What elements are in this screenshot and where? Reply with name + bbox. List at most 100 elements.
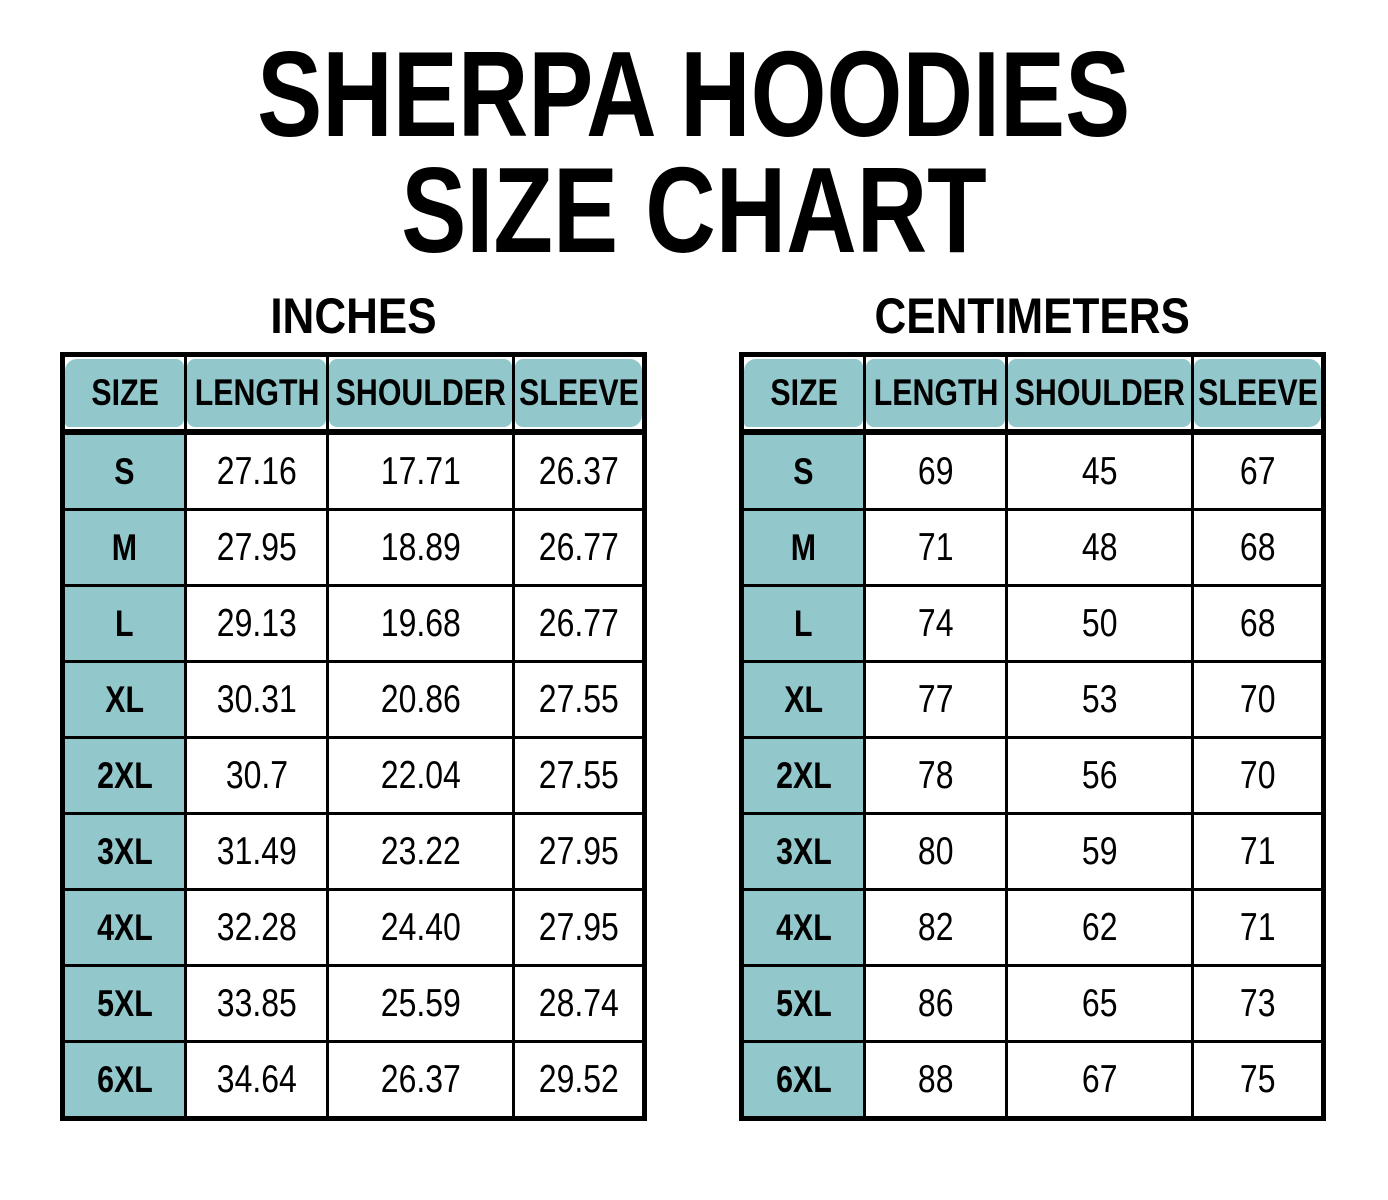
column-header-size: SIZE <box>60 353 188 435</box>
size-cell: S <box>739 430 867 511</box>
value-cell: 32.28 <box>184 888 329 967</box>
column-header-length: LENGTH <box>184 353 329 435</box>
value-cell: 88 <box>863 1040 1008 1120</box>
title-line-1: SHERPA HOODIES <box>20 26 1368 162</box>
value-cell: 48 <box>1004 508 1195 587</box>
column-header-shoulder: SHOULDER <box>325 353 516 435</box>
value-cell: 45 <box>1004 430 1195 511</box>
value-cell: 19.68 <box>325 584 516 663</box>
table-row: 6XL 34.64 26.37 29.52 <box>60 1040 646 1120</box>
value-cell: 50 <box>1004 584 1195 663</box>
size-cell: M <box>60 508 188 587</box>
size-cell: 5XL <box>739 964 867 1043</box>
inches-section: INCHES SIZE LENGTH SHOULDER SLEEVE S 27.16 17.… <box>60 290 647 1121</box>
value-cell: 67 <box>1191 430 1325 511</box>
value-cell: 68 <box>1191 584 1325 663</box>
inches-label-text: INCHES <box>270 288 437 344</box>
value-cell: 28.74 <box>512 964 646 1043</box>
value-cell: 30.7 <box>184 736 329 815</box>
table-row: 2XL 78 56 70 <box>739 736 1325 815</box>
table-row: L 29.13 19.68 26.77 <box>60 584 646 663</box>
value-cell: 82 <box>863 888 1008 967</box>
value-cell: 65 <box>1004 964 1195 1043</box>
centimeters-size-table: SIZE LENGTH SHOULDER SLEEVE S 69 45 67 M 71 48 68 L 7… <box>739 352 1326 1121</box>
table-row: S 27.16 17.71 26.37 <box>60 430 646 511</box>
value-cell: 24.40 <box>325 888 516 967</box>
value-cell: 26.37 <box>512 430 646 511</box>
value-cell: 27.95 <box>512 812 646 891</box>
value-cell: 62 <box>1004 888 1195 967</box>
table-row: M 27.95 18.89 26.77 <box>60 508 646 587</box>
page-title: SHERPA HOODIES SIZE CHART <box>20 26 1368 278</box>
table-row: XL 77 53 70 <box>739 660 1325 739</box>
value-cell: 30.31 <box>184 660 329 739</box>
title-line-2-text: SIZE CHART <box>401 142 987 278</box>
value-cell: 18.89 <box>325 508 516 587</box>
size-cell: M <box>739 508 867 587</box>
value-cell: 70 <box>1191 660 1325 739</box>
header-row: SIZE LENGTH SHOULDER SLEEVE <box>60 353 646 435</box>
value-cell: 26.37 <box>325 1040 516 1120</box>
value-cell: 29.52 <box>512 1040 646 1120</box>
column-header-sleeve: SLEEVE <box>1191 353 1325 435</box>
table-row: 5XL 33.85 25.59 28.74 <box>60 964 646 1043</box>
value-cell: 71 <box>863 508 1008 587</box>
value-cell: 71 <box>1191 812 1325 891</box>
table-row: 3XL 31.49 23.22 27.95 <box>60 812 646 891</box>
table-row: M 71 48 68 <box>739 508 1325 587</box>
size-cell: 6XL <box>739 1040 867 1120</box>
value-cell: 86 <box>863 964 1008 1043</box>
value-cell: 27.95 <box>512 888 646 967</box>
column-header-sleeve: SLEEVE <box>512 353 646 435</box>
value-cell: 25.59 <box>325 964 516 1043</box>
table-row: 3XL 80 59 71 <box>739 812 1325 891</box>
header-row: SIZE LENGTH SHOULDER SLEEVE <box>739 353 1325 435</box>
size-cell: L <box>60 584 188 663</box>
table-row: S 69 45 67 <box>739 430 1325 511</box>
size-cell: 3XL <box>60 812 188 891</box>
value-cell: 27.55 <box>512 736 646 815</box>
value-cell: 56 <box>1004 736 1195 815</box>
value-cell: 27.55 <box>512 660 646 739</box>
size-cell: XL <box>739 660 867 739</box>
size-cell: 6XL <box>60 1040 188 1120</box>
value-cell: 23.22 <box>325 812 516 891</box>
size-cell: 3XL <box>739 812 867 891</box>
table-row: 2XL 30.7 22.04 27.55 <box>60 736 646 815</box>
table-row: 6XL 88 67 75 <box>739 1040 1325 1120</box>
size-cell: XL <box>60 660 188 739</box>
value-cell: 74 <box>863 584 1008 663</box>
value-cell: 75 <box>1191 1040 1325 1120</box>
inches-size-table: SIZE LENGTH SHOULDER SLEEVE S 27.16 17.71 26.37… <box>60 352 647 1121</box>
value-cell: 78 <box>863 736 1008 815</box>
value-cell: 29.13 <box>184 584 329 663</box>
size-cell: 2XL <box>60 736 188 815</box>
value-cell: 53 <box>1004 660 1195 739</box>
size-cell: 2XL <box>739 736 867 815</box>
column-header-shoulder: SHOULDER <box>1004 353 1195 435</box>
table-row: 4XL 82 62 71 <box>739 888 1325 967</box>
value-cell: 34.64 <box>184 1040 329 1120</box>
title-line-1-text: SHERPA HOODIES <box>257 26 1131 162</box>
centimeters-label: CENTIMETERS <box>739 290 1326 342</box>
value-cell: 68 <box>1191 508 1325 587</box>
value-cell: 70 <box>1191 736 1325 815</box>
inches-label: INCHES <box>60 290 647 342</box>
column-header-length: LENGTH <box>863 353 1008 435</box>
value-cell: 59 <box>1004 812 1195 891</box>
value-cell: 69 <box>863 430 1008 511</box>
value-cell: 73 <box>1191 964 1325 1043</box>
value-cell: 80 <box>863 812 1008 891</box>
table-row: XL 30.31 20.86 27.55 <box>60 660 646 739</box>
value-cell: 27.16 <box>184 430 329 511</box>
size-cell: 4XL <box>739 888 867 967</box>
title-line-2: SIZE CHART <box>20 142 1368 278</box>
value-cell: 31.49 <box>184 812 329 891</box>
size-cell: S <box>60 430 188 511</box>
centimeters-label-text: CENTIMETERS <box>874 288 1191 344</box>
value-cell: 26.77 <box>512 584 646 663</box>
size-cell: 4XL <box>60 888 188 967</box>
column-header-size: SIZE <box>739 353 867 435</box>
value-cell: 33.85 <box>184 964 329 1043</box>
